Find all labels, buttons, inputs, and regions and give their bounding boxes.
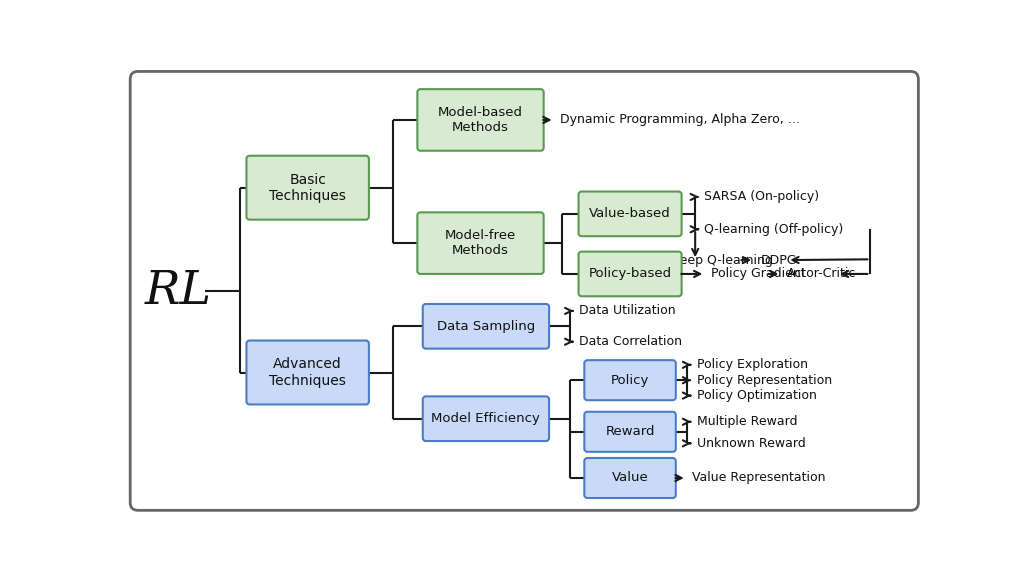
Text: Policy: Policy bbox=[611, 374, 650, 386]
FancyBboxPatch shape bbox=[417, 89, 543, 151]
Text: Model Efficiency: Model Efficiency bbox=[432, 412, 540, 425]
Text: DDPG: DDPG bbox=[760, 253, 797, 267]
Text: Data Sampling: Data Sampling bbox=[437, 320, 535, 333]
Text: Value-based: Value-based bbox=[589, 207, 671, 221]
Text: Value: Value bbox=[612, 472, 649, 484]
Text: Model-based
Methods: Model-based Methods bbox=[438, 106, 523, 134]
FancyBboxPatch shape bbox=[130, 71, 919, 510]
Text: Q-learning (Off-policy): Q-learning (Off-policy) bbox=[705, 223, 844, 236]
FancyBboxPatch shape bbox=[584, 458, 676, 498]
Text: RL: RL bbox=[144, 268, 212, 313]
Text: Policy Gradient: Policy Gradient bbox=[711, 267, 806, 281]
Text: Policy Representation: Policy Representation bbox=[697, 374, 832, 386]
FancyBboxPatch shape bbox=[584, 412, 676, 452]
Text: Reward: Reward bbox=[606, 425, 655, 438]
Text: Value Representation: Value Representation bbox=[693, 472, 826, 484]
Text: Deep Q-learning: Deep Q-learning bbox=[670, 253, 773, 267]
FancyBboxPatch shape bbox=[579, 192, 681, 236]
FancyBboxPatch shape bbox=[422, 304, 549, 348]
FancyBboxPatch shape bbox=[422, 396, 549, 441]
Text: Advanced
Techniques: Advanced Techniques bbox=[269, 357, 346, 388]
FancyBboxPatch shape bbox=[417, 213, 543, 274]
Text: Actor-Critic: Actor-Critic bbox=[788, 267, 857, 281]
Text: Policy Exploration: Policy Exploration bbox=[697, 358, 808, 372]
Text: Multiple Reward: Multiple Reward bbox=[697, 415, 797, 429]
FancyBboxPatch shape bbox=[584, 360, 676, 400]
Text: Data Utilization: Data Utilization bbox=[579, 304, 675, 317]
Text: Unknown Reward: Unknown Reward bbox=[697, 437, 805, 450]
FancyBboxPatch shape bbox=[247, 156, 369, 219]
Text: Model-free
Methods: Model-free Methods bbox=[445, 229, 517, 257]
Text: Policy Optimization: Policy Optimization bbox=[697, 389, 816, 402]
Text: Data Correlation: Data Correlation bbox=[579, 335, 682, 348]
Text: Policy-based: Policy-based bbox=[588, 267, 672, 281]
Text: SARSA (On-policy): SARSA (On-policy) bbox=[705, 191, 819, 203]
Text: Basic
Techniques: Basic Techniques bbox=[269, 173, 346, 203]
FancyBboxPatch shape bbox=[579, 252, 681, 296]
FancyBboxPatch shape bbox=[247, 340, 369, 404]
Text: Dynamic Programming, Alpha Zero, …: Dynamic Programming, Alpha Zero, … bbox=[560, 113, 800, 127]
